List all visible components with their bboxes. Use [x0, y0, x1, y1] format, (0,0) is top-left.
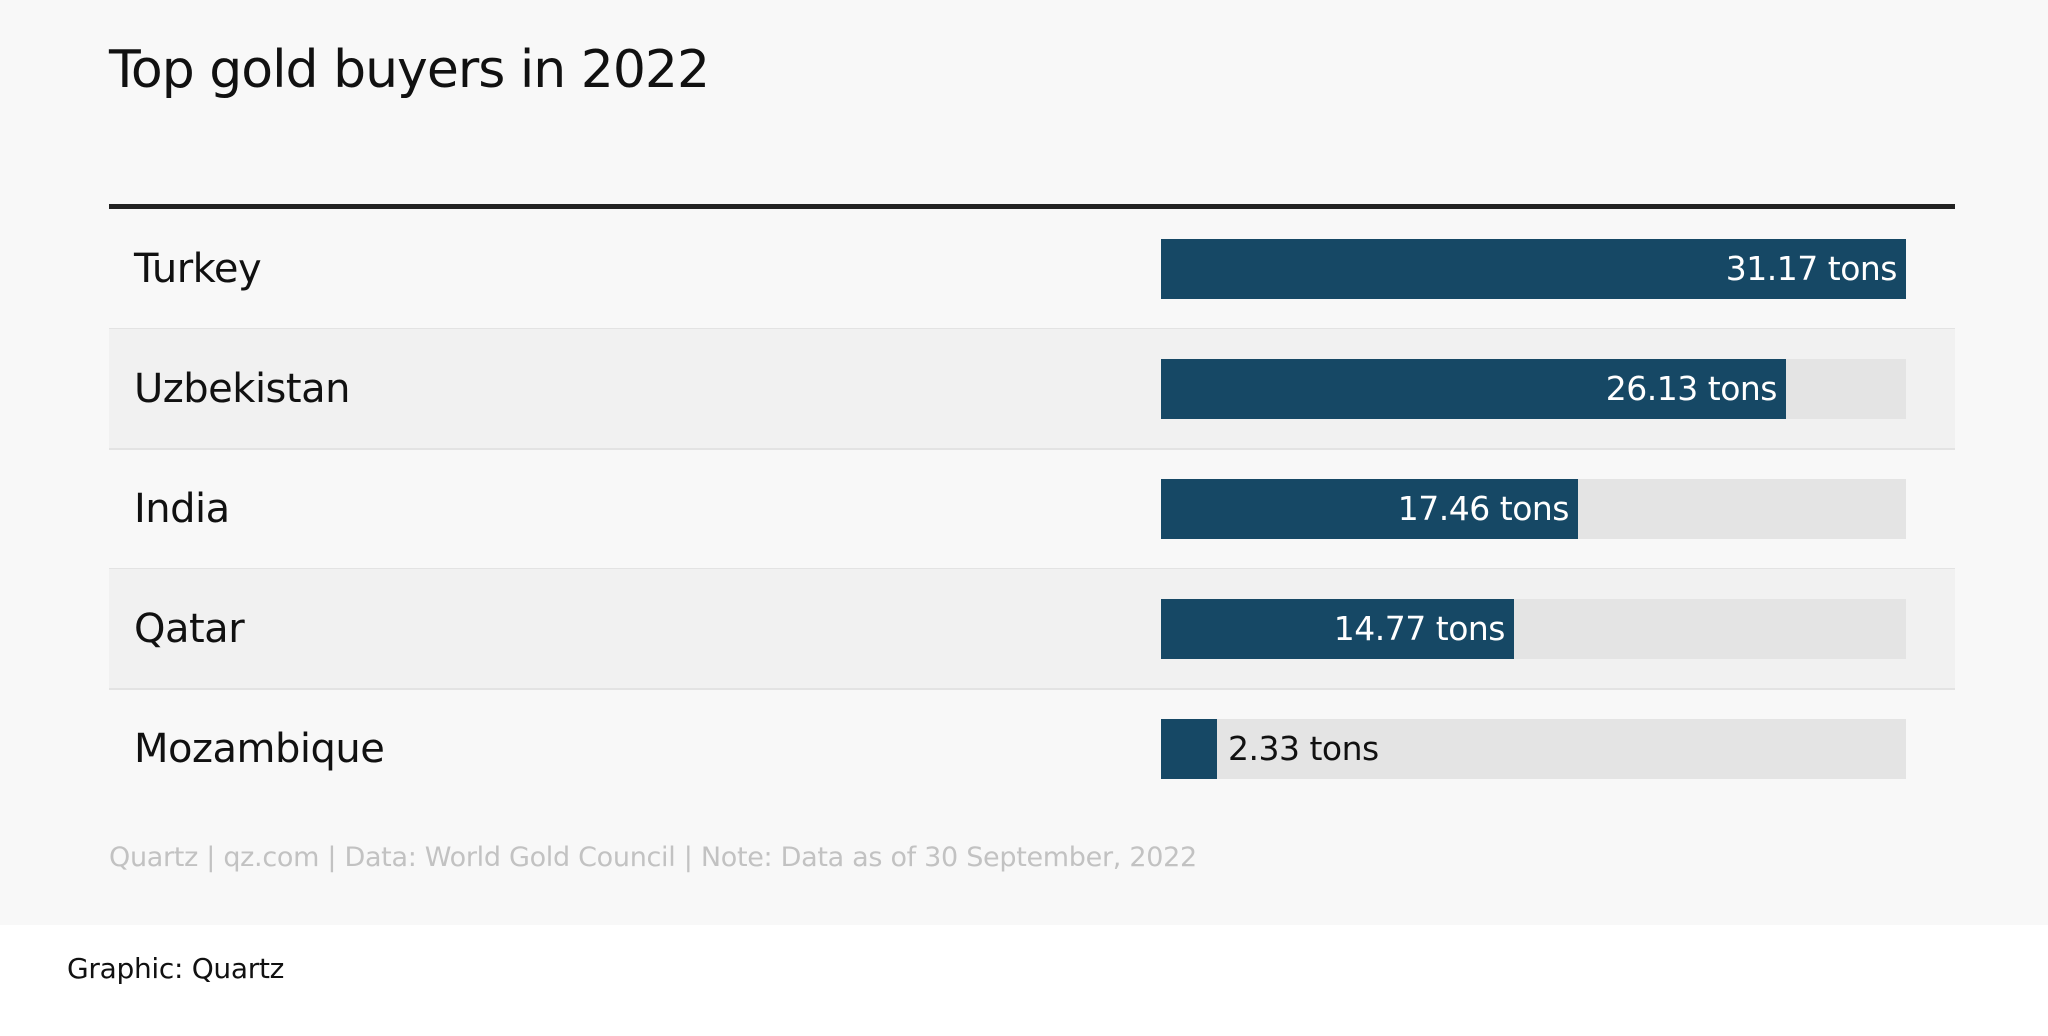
bar-track: 2.33 tons — [1161, 719, 1906, 779]
value-label: 14.77 tons — [1333, 609, 1506, 648]
bar — [1161, 359, 1786, 419]
bar-row: Turkey 31.17 tons — [109, 209, 1955, 329]
header-rule — [109, 204, 1955, 209]
graphic-credit: Graphic: Quartz — [67, 952, 285, 985]
bar-row: Mozambique 2.33 tons — [109, 689, 1955, 809]
category-label: Mozambique — [134, 726, 385, 772]
value-label: 31.17 tons — [1725, 249, 1898, 288]
bar-row: India 17.46 tons — [109, 449, 1955, 569]
category-label: Qatar — [134, 606, 245, 652]
bar-track: 17.46 tons — [1161, 479, 1906, 539]
bar-chart: Turkey 31.17 tons Uzbekistan 26.13 tons Indi… — [109, 209, 1955, 809]
value-label: 2.33 tons — [1228, 729, 1379, 768]
bar — [1161, 239, 1906, 299]
bar-row: Uzbekistan 26.13 tons — [109, 329, 1955, 449]
bar — [1161, 479, 1578, 539]
value-label: 17.46 tons — [1397, 489, 1570, 528]
source-note: Quartz | qz.com | Data: World Gold Counc… — [109, 842, 1197, 873]
bar — [1161, 599, 1514, 659]
category-label: India — [134, 486, 230, 532]
value-label: 26.13 tons — [1605, 369, 1778, 408]
bar-track: 31.17 tons — [1161, 239, 1906, 299]
row-divider — [109, 688, 1955, 690]
bar-track: 26.13 tons — [1161, 359, 1906, 419]
category-label: Turkey — [134, 246, 262, 292]
category-label: Uzbekistan — [134, 366, 350, 412]
chart-title: Top gold buyers in 2022 — [109, 40, 710, 100]
chart-card: Top gold buyers in 2022 Turkey 31.17 tons… — [109, 40, 1955, 873]
bar-track: 14.77 tons — [1161, 599, 1906, 659]
row-divider — [109, 448, 1955, 450]
bar-row: Qatar 14.77 tons — [109, 569, 1955, 689]
bar — [1161, 719, 1217, 779]
